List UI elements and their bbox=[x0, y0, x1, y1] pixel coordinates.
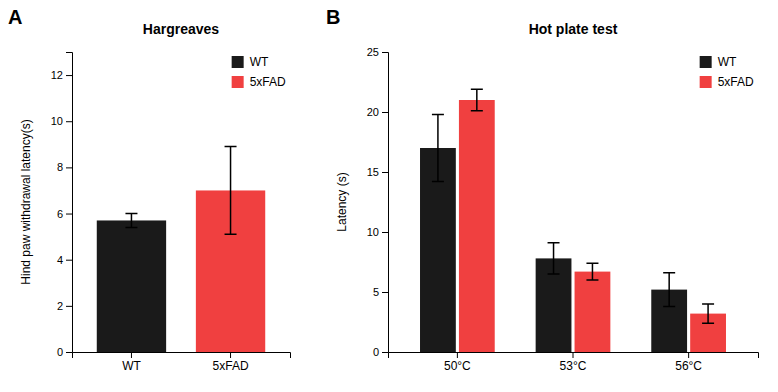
tick: 0 bbox=[373, 346, 388, 358]
tick-mark bbox=[66, 260, 72, 261]
tick-mark bbox=[66, 75, 72, 76]
y-axis: 0 2 4 6 8 10 12 bbox=[51, 53, 73, 359]
tick-label: 53°C bbox=[560, 359, 587, 373]
tick-mark bbox=[382, 52, 388, 53]
tick: 12 bbox=[51, 69, 72, 81]
error-bar bbox=[432, 114, 444, 181]
legend-item: WT bbox=[700, 55, 737, 69]
marks bbox=[97, 147, 265, 352]
panel-label: A bbox=[8, 6, 22, 28]
axis-line bbox=[389, 353, 759, 359]
tick: 6 bbox=[57, 208, 72, 220]
error-bar bbox=[663, 273, 675, 307]
tick-label: 20 bbox=[367, 106, 379, 118]
tick-label: 5xFAD bbox=[213, 359, 249, 373]
tick-label: 25 bbox=[367, 46, 379, 58]
legend-item: WT bbox=[232, 55, 269, 69]
tick: 5 bbox=[373, 286, 388, 298]
tick-label: 10 bbox=[51, 115, 63, 127]
tick-label: 0 bbox=[373, 346, 379, 358]
tick-mark bbox=[457, 352, 458, 358]
error-bar bbox=[702, 304, 714, 323]
tick-label: 50°C bbox=[444, 359, 471, 373]
title: Hot plate test bbox=[529, 21, 618, 37]
legend-swatch bbox=[700, 56, 712, 68]
tick: 10 bbox=[367, 226, 388, 238]
legend-item: 5xFAD bbox=[232, 75, 286, 89]
tick: 2 bbox=[57, 300, 72, 312]
tick-label: 8 bbox=[57, 161, 63, 173]
title: Hargreaves bbox=[143, 21, 219, 37]
tick: 56°C bbox=[675, 352, 702, 373]
tick: 50°C bbox=[444, 352, 471, 373]
tick-label: 6 bbox=[57, 208, 63, 220]
error-bar bbox=[125, 214, 137, 228]
tick-label: 56°C bbox=[675, 359, 702, 373]
legend-item: 5xFAD bbox=[700, 75, 754, 89]
tick-mark bbox=[66, 167, 72, 168]
tick-mark bbox=[382, 232, 388, 233]
y-axis: 0 5 10 15 20 25 bbox=[367, 46, 389, 358]
legend: WT 5xFAD bbox=[700, 55, 754, 89]
tick: 0 bbox=[57, 346, 72, 358]
tick-mark bbox=[382, 172, 388, 173]
bar bbox=[459, 100, 495, 352]
tick-mark bbox=[66, 214, 72, 215]
tick-label: 15 bbox=[367, 166, 379, 178]
tick-label: 0 bbox=[57, 346, 63, 358]
panel: 0 5 10 15 20 25 50°C 53°C 56°C Hot plate test B Lat… bbox=[326, 6, 759, 373]
axis-line bbox=[73, 353, 291, 359]
legend-swatch bbox=[232, 76, 244, 88]
legend-swatch bbox=[700, 76, 712, 88]
tick-mark bbox=[382, 292, 388, 293]
tick: 25 bbox=[367, 46, 388, 58]
tick-label: 10 bbox=[367, 226, 379, 238]
tick: 5xFAD bbox=[213, 352, 249, 373]
tick-label: 12 bbox=[51, 69, 63, 81]
tick-mark bbox=[573, 352, 574, 358]
tick-mark bbox=[66, 352, 72, 353]
tick: 53°C bbox=[560, 352, 587, 373]
tick: WT bbox=[122, 352, 141, 373]
legend-label: 5xFAD bbox=[718, 75, 754, 89]
error-bar bbox=[225, 147, 237, 235]
tick-mark bbox=[688, 352, 689, 358]
legend-label: WT bbox=[250, 55, 269, 69]
tick: 4 bbox=[57, 254, 72, 266]
legend: WT 5xFAD bbox=[232, 55, 286, 89]
error-bar bbox=[586, 263, 598, 280]
marks bbox=[420, 89, 726, 352]
legend-label: 5xFAD bbox=[250, 75, 286, 89]
tick: 8 bbox=[57, 161, 72, 173]
y-axis-title: Hind paw withdrawal latency(s) bbox=[19, 119, 33, 284]
axis-line bbox=[66, 53, 73, 353]
tick-label: 2 bbox=[57, 300, 63, 312]
tick-mark bbox=[66, 306, 72, 307]
tick-mark bbox=[66, 121, 72, 122]
error-bar bbox=[548, 243, 560, 274]
y-axis-title: Latency (s) bbox=[335, 172, 349, 231]
tick-mark bbox=[382, 112, 388, 113]
bar bbox=[97, 220, 166, 352]
legend-label: WT bbox=[718, 55, 737, 69]
tick: 15 bbox=[367, 166, 388, 178]
error-bar bbox=[471, 89, 483, 111]
tick-mark bbox=[230, 352, 231, 358]
x-axis: 50°C 53°C 56°C bbox=[389, 352, 759, 373]
legend-swatch bbox=[232, 56, 244, 68]
tick-mark bbox=[382, 352, 388, 353]
tick-label: WT bbox=[122, 359, 141, 373]
tick: 20 bbox=[367, 106, 388, 118]
tick-label: 5 bbox=[373, 286, 379, 298]
tick-label: 4 bbox=[57, 254, 63, 266]
axis-line bbox=[382, 53, 389, 353]
tick-mark bbox=[131, 352, 132, 358]
panel: 0 2 4 6 8 10 12 WT 5xFAD Hargreaves A Hind paw with… bbox=[8, 6, 291, 373]
x-axis: WT 5xFAD bbox=[73, 352, 291, 373]
tick: 10 bbox=[51, 115, 72, 127]
chart: 0 2 4 6 8 10 12 WT 5xFAD Hargreaves A Hind paw with… bbox=[0, 0, 778, 392]
bar bbox=[575, 272, 611, 352]
panel-label: B bbox=[326, 6, 340, 28]
